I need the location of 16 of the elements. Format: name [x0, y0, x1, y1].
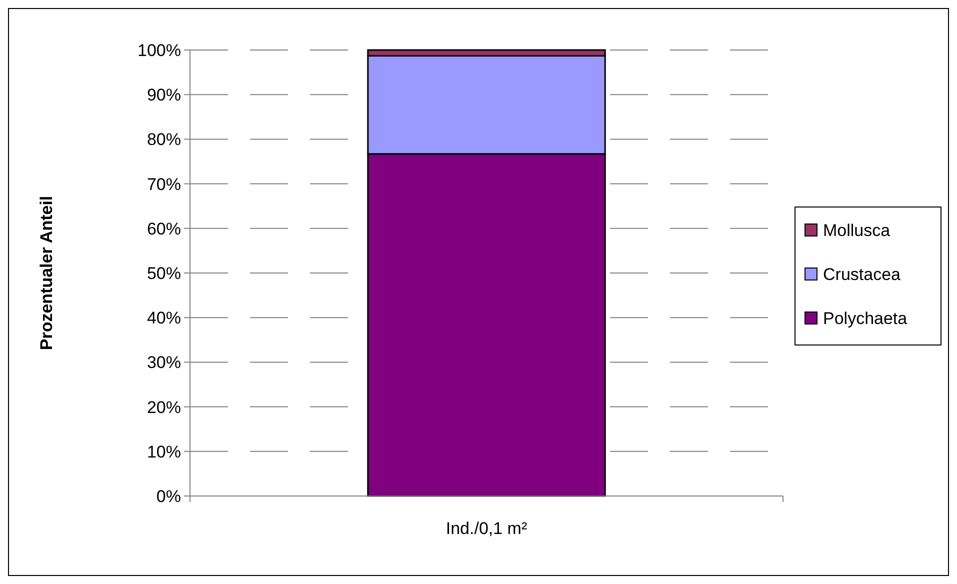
- legend-label: Mollusca: [823, 220, 891, 240]
- y-tick-label: 0%: [156, 486, 181, 506]
- y-tick-label: 40%: [146, 308, 181, 328]
- y-tick-label: 70%: [146, 174, 181, 194]
- y-tick-label: 60%: [146, 219, 181, 238]
- y-tick-label: 100%: [138, 40, 181, 60]
- y-tick-label: 50%: [146, 264, 181, 283]
- x-tick-label: Ind./0,1 m²: [446, 519, 528, 538]
- y-tick-label: 10%: [146, 442, 181, 462]
- legend-label: Crustacea: [823, 264, 902, 284]
- y-axis-title: Prozentualer Anteil: [37, 196, 56, 350]
- y-tick-label: 90%: [146, 86, 181, 105]
- y-tick-label: 80%: [146, 130, 181, 150]
- y-tick-label: 30%: [146, 353, 181, 372]
- y-tick-label: 20%: [146, 398, 181, 417]
- legend-label: Polychaeta: [823, 308, 908, 328]
